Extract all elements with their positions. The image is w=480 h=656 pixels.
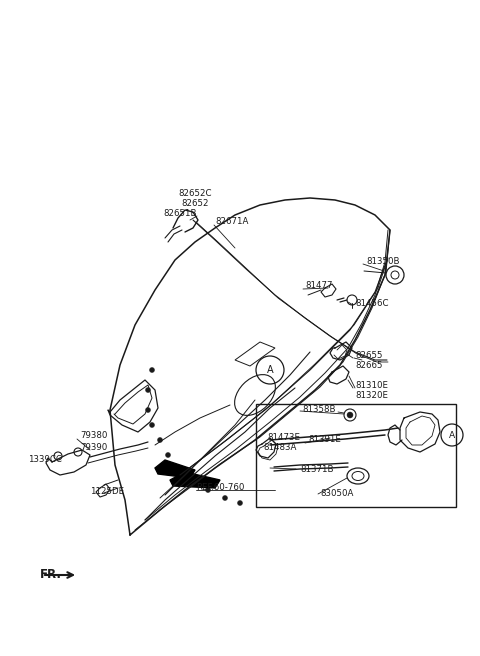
Bar (256, 404, 456, 507)
Text: 82651B: 82651B (163, 209, 196, 218)
Text: 82655: 82655 (355, 352, 383, 361)
Text: 79390: 79390 (80, 443, 107, 451)
Circle shape (347, 412, 353, 418)
Text: 81473E: 81473E (267, 432, 300, 441)
Text: 81477: 81477 (305, 281, 333, 289)
Circle shape (176, 466, 180, 470)
Circle shape (145, 388, 151, 392)
Circle shape (166, 453, 170, 457)
Circle shape (145, 407, 151, 413)
Text: 81310E: 81310E (355, 382, 388, 390)
Text: 82652C: 82652C (178, 188, 212, 197)
Text: 81456C: 81456C (355, 298, 388, 308)
Polygon shape (170, 472, 220, 488)
Text: REF.60-760: REF.60-760 (196, 483, 244, 491)
Text: 82671A: 82671A (215, 218, 248, 226)
Text: 81358B: 81358B (302, 405, 336, 413)
Text: A: A (449, 430, 455, 440)
Circle shape (149, 422, 155, 428)
Text: 81320E: 81320E (355, 392, 388, 401)
Circle shape (205, 487, 211, 493)
Circle shape (190, 478, 194, 483)
Circle shape (157, 438, 163, 443)
Text: 81371B: 81371B (300, 464, 334, 474)
Circle shape (238, 501, 242, 506)
Polygon shape (155, 460, 195, 478)
Text: 82652: 82652 (181, 199, 209, 207)
Text: A: A (267, 365, 273, 375)
Text: 1125DE: 1125DE (90, 487, 124, 497)
Text: 1339CC: 1339CC (28, 455, 62, 464)
Text: 81350B: 81350B (366, 256, 399, 266)
Text: 81483A: 81483A (263, 443, 296, 453)
Text: 79380: 79380 (80, 432, 108, 440)
Text: 81391E: 81391E (308, 436, 341, 445)
Text: 83050A: 83050A (320, 489, 353, 499)
Circle shape (149, 367, 155, 373)
Circle shape (223, 495, 228, 501)
Text: 82665: 82665 (355, 361, 383, 371)
Text: FR.: FR. (40, 569, 62, 581)
